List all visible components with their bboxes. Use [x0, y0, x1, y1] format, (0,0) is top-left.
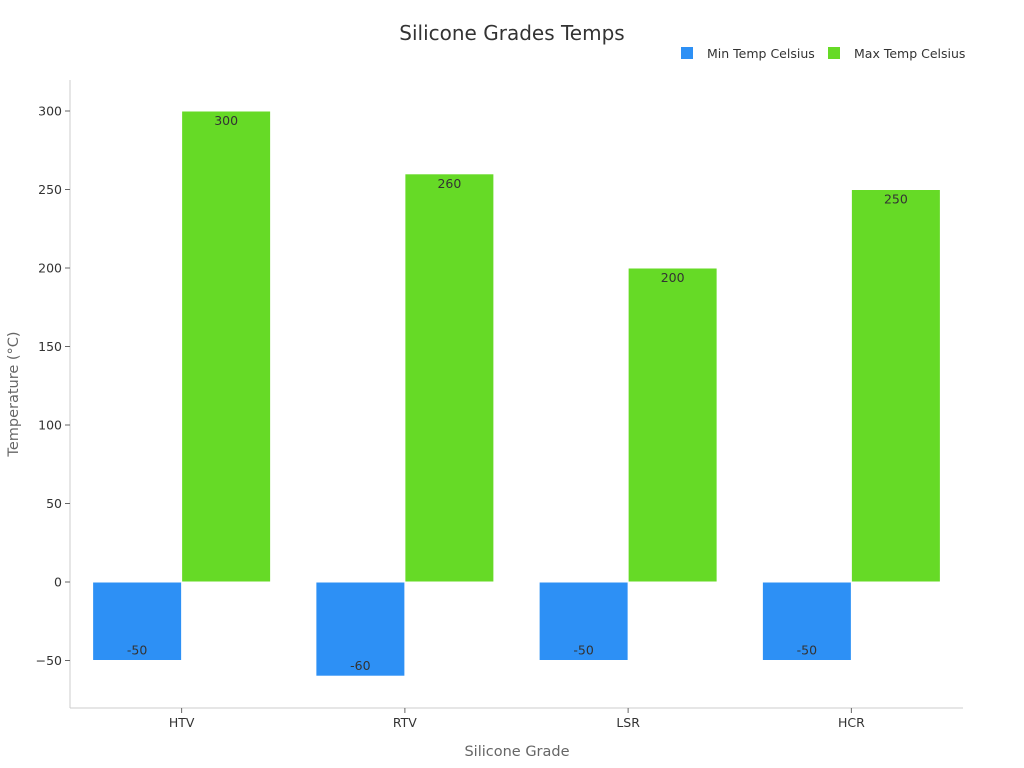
- y-tick-label: 250: [38, 182, 62, 197]
- y-tick-label: 100: [38, 418, 62, 433]
- x-axis-title: Silicone Grade: [464, 744, 569, 760]
- bars: [92, 110, 941, 677]
- legend-label-max: Max Temp Celsius: [854, 46, 965, 61]
- bar-min-hcr: [761, 581, 852, 661]
- bar-min-rtv: [315, 581, 406, 677]
- bar-max-htv: [181, 110, 272, 583]
- legend-label-min: Min Temp Celsius: [707, 46, 815, 61]
- x-tick-label: RTV: [393, 715, 417, 730]
- data-label: -50: [797, 643, 817, 658]
- data-label: -50: [127, 643, 147, 658]
- data-label: 300: [214, 113, 238, 128]
- data-label: 250: [884, 192, 908, 207]
- y-tick-label: 0: [54, 575, 62, 590]
- chart-title: Silicone Grades Temps: [399, 21, 624, 45]
- y-tick-label: −50: [36, 653, 62, 668]
- legend: Min Temp Celsius Max Temp Celsius: [681, 46, 965, 61]
- x-tick-label: HCR: [838, 715, 865, 730]
- y-tick-label: 200: [38, 261, 62, 276]
- y-axis-ticks: −50 0 50 100 150 200 250 300: [36, 104, 70, 668]
- y-axis-title: Temperature (°C): [6, 331, 22, 457]
- data-label: 260: [437, 176, 461, 191]
- y-tick-label: 300: [38, 104, 62, 119]
- data-label: -60: [350, 658, 370, 673]
- data-label: 200: [661, 270, 685, 285]
- data-labels: -50 300 -60 260 -50 200 -50 250: [127, 113, 908, 673]
- legend-swatch-max: [828, 47, 840, 59]
- bar-max-rtv: [404, 173, 495, 583]
- x-axis-ticks: HTV RTV LSR HCR: [169, 708, 865, 730]
- y-tick-label: 50: [46, 496, 62, 511]
- bar-max-lsr: [627, 267, 718, 583]
- bar-max-hcr: [850, 189, 941, 583]
- data-label: -50: [573, 643, 593, 658]
- bar-min-htv: [92, 581, 183, 661]
- x-tick-label: HTV: [169, 715, 195, 730]
- bar-min-lsr: [538, 581, 629, 661]
- y-tick-label: 150: [38, 339, 62, 354]
- legend-swatch-min: [681, 47, 693, 59]
- x-tick-label: LSR: [616, 715, 640, 730]
